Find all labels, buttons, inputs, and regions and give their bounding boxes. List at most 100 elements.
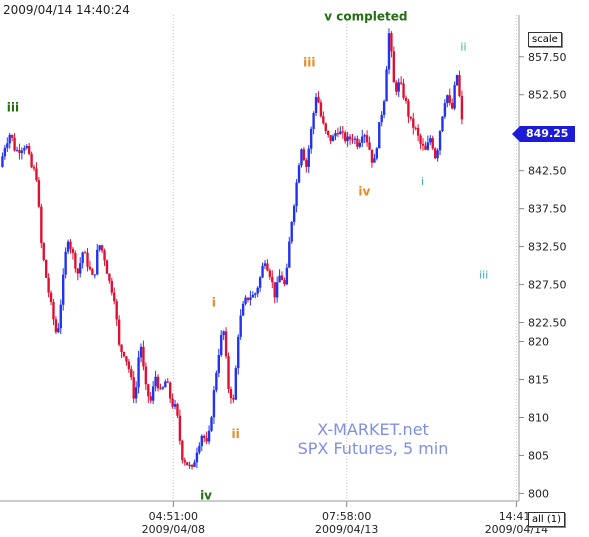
- candle-body: [147, 384, 150, 397]
- candle-body: [190, 464, 194, 467]
- candle-body: [453, 85, 456, 109]
- candle-body: [351, 139, 354, 141]
- candle-body: [164, 381, 167, 388]
- candle-body: [458, 75, 461, 96]
- candle-body: [139, 346, 143, 358]
- candle-body: [93, 274, 97, 276]
- candle-body: [382, 101, 386, 115]
- candle-body: [283, 280, 286, 285]
- candle-body: [246, 297, 250, 300]
- candle-body: [166, 381, 169, 383]
- candle-body: [205, 438, 208, 442]
- candle-body: [278, 275, 281, 283]
- candle-body: [346, 136, 349, 141]
- candle-body: [200, 435, 203, 446]
- candle-body: [358, 142, 362, 147]
- candle-body: [71, 248, 75, 254]
- candle-body: [142, 346, 145, 367]
- candle-body: [96, 249, 99, 275]
- candle-body: [261, 265, 264, 278]
- candle-body: [37, 180, 41, 207]
- candle-body: [3, 147, 7, 157]
- candle-body: [314, 97, 318, 114]
- last-price-badge: 849.25: [512, 126, 575, 142]
- candle-body: [329, 135, 332, 142]
- candle-body: [443, 103, 447, 117]
- candle-body: [1, 156, 4, 167]
- candle-body: [273, 282, 276, 298]
- watermark-line1: X-MARKET.net: [317, 420, 429, 439]
- candle-body: [324, 123, 327, 131]
- y-tick-label-2: 810: [528, 411, 549, 424]
- candle-body: [302, 149, 306, 161]
- x-tick-date-1: 2009/04/13: [315, 523, 378, 536]
- candle-body: [356, 138, 359, 147]
- candle-body: [198, 445, 201, 453]
- candle-body: [159, 388, 162, 390]
- candle-body: [74, 253, 77, 269]
- wave-label-8: i: [421, 175, 424, 188]
- candle-body: [436, 150, 439, 159]
- wave-label-7: ii: [460, 41, 466, 54]
- candle-body: [137, 357, 140, 388]
- candle-body: [154, 376, 157, 387]
- candle-body: [397, 82, 400, 92]
- candle-body: [404, 97, 408, 101]
- candle-body: [222, 331, 225, 336]
- candle-body: [54, 319, 58, 333]
- candle-body: [370, 149, 374, 163]
- scale-button[interactable]: scale: [528, 32, 562, 47]
- candle-body: [79, 263, 82, 274]
- y-tick-label-8: 837.50: [528, 203, 567, 216]
- candle-body: [13, 137, 16, 151]
- candle-body: [108, 273, 111, 281]
- candle-body: [312, 113, 315, 129]
- candle-body: [105, 260, 109, 274]
- candle-body: [309, 128, 313, 149]
- candle-body: [88, 266, 92, 270]
- candle-body: [268, 270, 272, 277]
- candle-body: [256, 287, 259, 294]
- candle-body: [307, 148, 310, 167]
- range-all-button[interactable]: all (1): [528, 512, 566, 527]
- candle-body: [424, 145, 427, 150]
- candle-body: [86, 252, 89, 267]
- wave-label-5: i: [212, 296, 216, 310]
- candle-body: [234, 368, 238, 400]
- candle-body: [25, 146, 28, 149]
- candle-body: [35, 168, 38, 181]
- candle-body: [419, 135, 422, 144]
- candle-body: [429, 138, 432, 143]
- candle-body: [348, 136, 352, 140]
- candle-body: [144, 366, 148, 385]
- candle-body: [15, 150, 19, 152]
- candle-body: [280, 275, 284, 281]
- candle-body: [450, 102, 454, 109]
- candle-body: [10, 134, 14, 138]
- candle-body: [83, 252, 87, 254]
- candle-body: [217, 355, 220, 373]
- candle-body: [30, 153, 33, 168]
- candle-body: [300, 149, 303, 166]
- candle-body: [149, 396, 152, 401]
- candle-body: [395, 82, 398, 92]
- candle-body: [431, 138, 434, 149]
- candle-body: [127, 361, 131, 370]
- candle-body: [409, 116, 413, 119]
- candle-body: [8, 134, 11, 144]
- candle-body: [285, 267, 289, 285]
- candle-body: [120, 344, 123, 353]
- candle-body: [44, 259, 48, 278]
- candle-body: [399, 82, 403, 84]
- candle-body: [59, 304, 62, 329]
- candle-body: [185, 462, 189, 466]
- x-tick-time-2: 14:41:: [499, 510, 534, 523]
- y-axis: 800 805 810 815 820 822.50 827.50 832.50 837.50 8…: [519, 51, 567, 500]
- candle-body: [227, 356, 230, 390]
- candle-body: [117, 319, 121, 345]
- candle-body: [76, 268, 79, 274]
- candle-body: [331, 136, 335, 142]
